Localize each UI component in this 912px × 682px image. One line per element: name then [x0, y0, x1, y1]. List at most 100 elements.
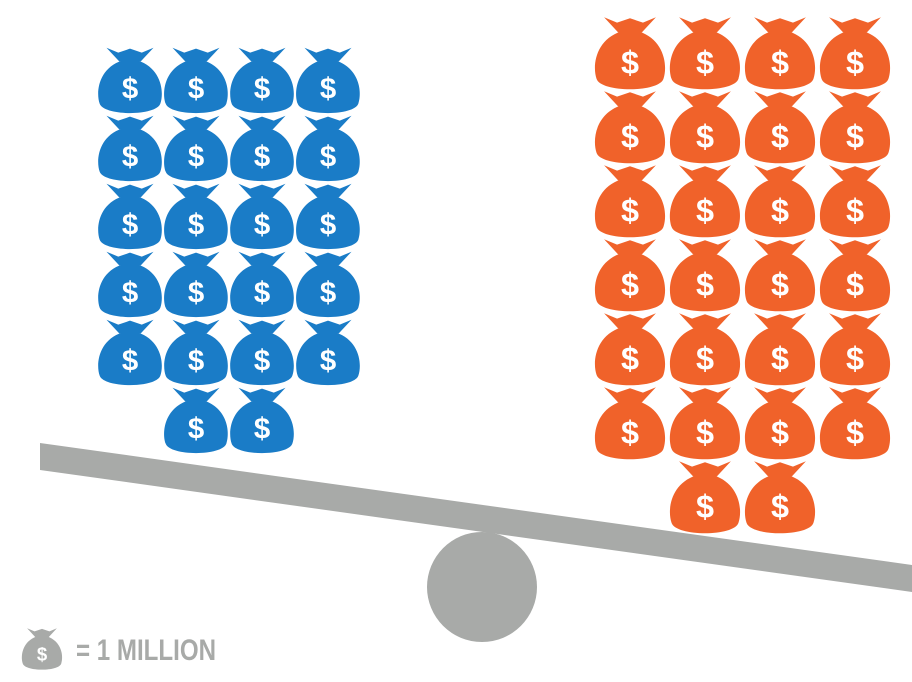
bag-tie — [172, 319, 220, 334]
bag-tie — [829, 17, 881, 33]
bag-body — [819, 31, 891, 90]
money-bag: $ — [296, 251, 360, 318]
bag-symbol: $ — [122, 73, 138, 106]
bag-tie — [106, 115, 154, 130]
bag-body — [164, 400, 228, 454]
bag-symbol: $ — [188, 141, 204, 174]
bag-body — [98, 264, 162, 318]
bag-symbol: $ — [846, 192, 864, 228]
money-bag: $ — [594, 313, 666, 386]
money-bag: $ — [594, 91, 666, 164]
bag-symbol: $ — [771, 340, 789, 376]
bag-symbol: $ — [254, 141, 270, 174]
bag-body — [669, 105, 741, 164]
bag-symbol: $ — [621, 192, 639, 228]
bag-body — [164, 264, 228, 318]
bag-tie — [304, 251, 352, 266]
bag-body — [230, 128, 294, 182]
money-bag: $ — [296, 115, 360, 182]
money-bag: $ — [98, 319, 162, 386]
bag-tie — [679, 165, 731, 181]
money-bag: $ — [164, 47, 228, 114]
bag-symbol: $ — [320, 209, 336, 242]
bag-symbol: $ — [771, 192, 789, 228]
bag-tie — [604, 165, 656, 181]
bag-symbol: $ — [696, 44, 714, 80]
bag-body — [98, 128, 162, 182]
bag-symbol: $ — [696, 118, 714, 154]
bag-tie — [679, 17, 731, 33]
money-bag: $ — [744, 17, 816, 90]
bag-tie — [829, 165, 881, 181]
bag-tie — [172, 47, 220, 62]
bag-symbol: $ — [320, 141, 336, 174]
bag-tie — [172, 387, 220, 402]
fulcrum — [427, 532, 537, 642]
bag-tie — [604, 239, 656, 255]
bag-body — [744, 179, 816, 238]
bag-tie — [754, 17, 806, 33]
money-bag: $ — [98, 183, 162, 250]
bag-tie — [604, 313, 656, 329]
money-bag: $ — [819, 239, 891, 312]
bag-symbol: $ — [771, 488, 789, 524]
bag-tie — [304, 183, 352, 198]
bag-body — [669, 401, 741, 460]
bag-tie — [304, 47, 352, 62]
money-bag: $ — [744, 165, 816, 238]
money-bag: $ — [819, 91, 891, 164]
bag-body — [744, 475, 816, 534]
bag-symbol: $ — [771, 44, 789, 80]
money-bag: $ — [21, 628, 63, 670]
bag-body — [296, 196, 360, 250]
money-bag: $ — [819, 17, 891, 90]
bag-symbol: $ — [771, 118, 789, 154]
bag-tie — [106, 319, 154, 334]
bag-body — [164, 60, 228, 114]
money-bag: $ — [296, 319, 360, 386]
bag-body — [819, 105, 891, 164]
money-bag: $ — [594, 17, 666, 90]
bag-symbol: $ — [320, 73, 336, 106]
bag-body — [594, 327, 666, 386]
bag-tie — [679, 313, 731, 329]
bag-symbol: $ — [122, 209, 138, 242]
bag-symbol: $ — [188, 413, 204, 446]
bag-symbol: $ — [188, 345, 204, 378]
bag-tie — [754, 387, 806, 403]
bag-tie — [679, 387, 731, 403]
bag-tie — [754, 313, 806, 329]
bag-symbol: $ — [696, 488, 714, 524]
money-bag: $ — [594, 165, 666, 238]
bag-symbol: $ — [188, 73, 204, 106]
bag-symbol: $ — [122, 141, 138, 174]
bag-symbol: $ — [254, 209, 270, 242]
bag-symbol: $ — [621, 266, 639, 302]
bag-body — [594, 31, 666, 90]
bag-tie — [604, 17, 656, 33]
bag-tie — [106, 251, 154, 266]
bag-symbol: $ — [621, 340, 639, 376]
money-bag: $ — [669, 91, 741, 164]
bag-body — [164, 128, 228, 182]
bag-body — [594, 105, 666, 164]
bag-symbol: $ — [696, 266, 714, 302]
bag-body — [98, 196, 162, 250]
bag-body — [744, 401, 816, 460]
bag-symbol: $ — [846, 414, 864, 450]
bag-body — [669, 31, 741, 90]
bag-tie — [679, 461, 731, 477]
money-bag: $ — [594, 387, 666, 460]
money-bag: $ — [230, 115, 294, 182]
bag-symbol: $ — [846, 44, 864, 80]
bag-symbol: $ — [696, 414, 714, 450]
money-bag: $ — [744, 461, 816, 534]
bag-body — [594, 401, 666, 460]
bag-body — [164, 196, 228, 250]
bag-body — [98, 60, 162, 114]
bag-symbol: $ — [188, 209, 204, 242]
bag-tie — [604, 387, 656, 403]
money-bag: $ — [98, 115, 162, 182]
bag-symbol: $ — [621, 44, 639, 80]
